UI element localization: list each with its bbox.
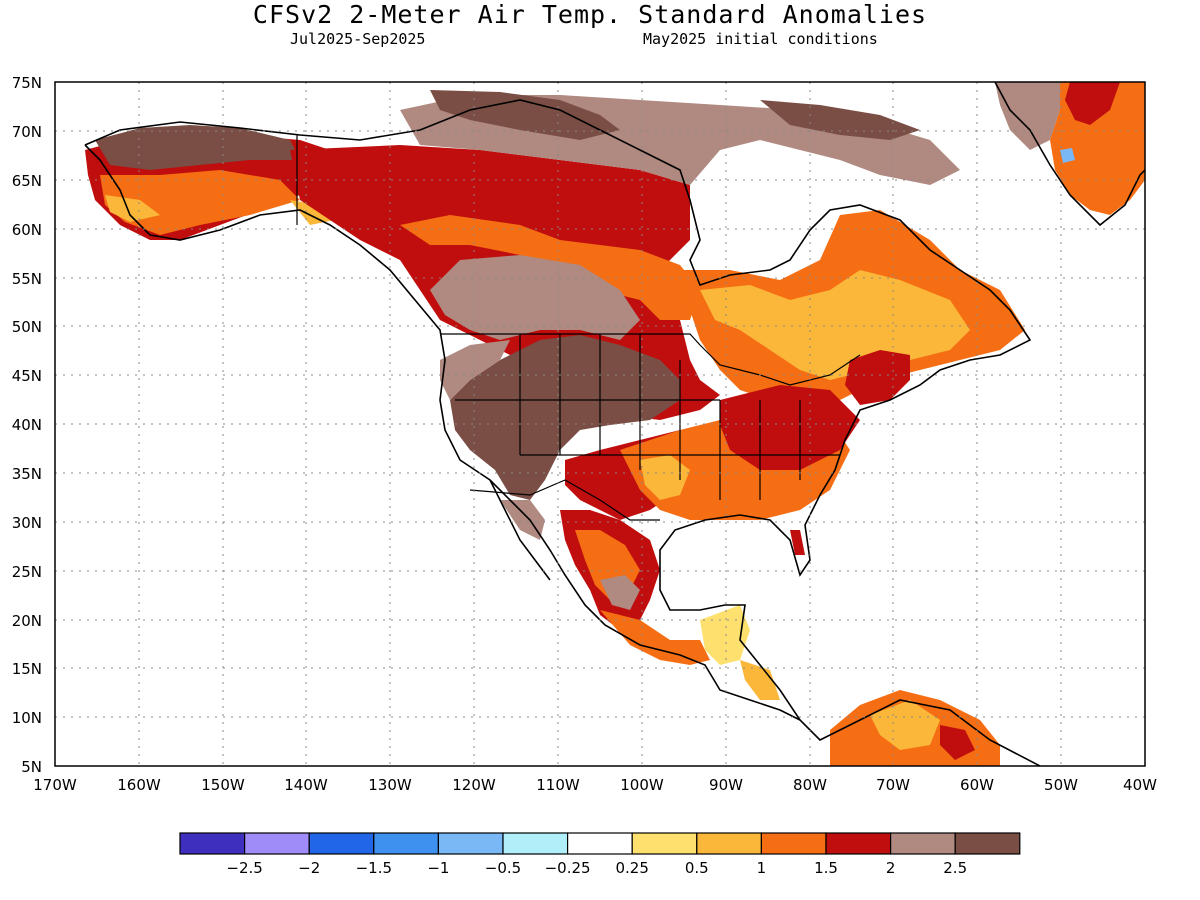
field-greenland-red bbox=[1065, 82, 1120, 125]
field-arctic-darkbrown bbox=[430, 90, 620, 140]
lat-label: 5N bbox=[21, 758, 42, 776]
colorbar-swatch bbox=[889, 832, 956, 855]
lat-label: 25N bbox=[12, 563, 42, 581]
lon-label: 130W bbox=[368, 776, 412, 794]
field-samerica-red bbox=[940, 725, 975, 760]
lon-label: 100W bbox=[620, 776, 664, 794]
lon-label: 40W bbox=[1123, 776, 1157, 794]
lat-label: 20N bbox=[12, 612, 42, 630]
lat-label: 35N bbox=[12, 465, 42, 483]
lat-label: 60N bbox=[12, 221, 42, 239]
colorbar-label: −0.25 bbox=[545, 859, 591, 877]
lon-label: 80W bbox=[793, 776, 827, 794]
lat-label: 55N bbox=[12, 270, 42, 288]
colorbar-label: −2 bbox=[298, 859, 320, 877]
lat-label: 15N bbox=[12, 660, 42, 678]
field-quebec-yellow bbox=[700, 270, 970, 380]
field-texas-yellow bbox=[640, 455, 690, 500]
colorbar-swatch bbox=[179, 832, 246, 855]
latitude-labels: 75N 70N 65N 60N 55N 50N 45N 40N 35N 30N … bbox=[12, 74, 42, 776]
lon-label: 60W bbox=[960, 776, 994, 794]
lon-label: 150W bbox=[201, 776, 245, 794]
colorbar-swatch bbox=[631, 832, 698, 855]
field-canada-brown-mid bbox=[430, 255, 640, 340]
field-greenland-blue bbox=[1060, 148, 1075, 163]
lon-label: 160W bbox=[117, 776, 161, 794]
field-west-darkbrown bbox=[450, 335, 680, 500]
colorbar-swatch bbox=[825, 832, 892, 855]
field-west-lightbrown bbox=[440, 340, 510, 400]
colorbar: −2.5 −2 −1.5 −1 −0.5 −0.25 0.25 0.5 1 1.5 2 2.5 bbox=[179, 832, 1021, 877]
colorbar-label: 1.5 bbox=[814, 859, 838, 877]
map-title: CFSv2 2-Meter Air Temp. Standard Anomali… bbox=[252, 0, 928, 29]
border-us-canada bbox=[440, 333, 861, 386]
lat-label: 50N bbox=[12, 318, 42, 336]
anomaly-fields bbox=[85, 82, 1145, 766]
lat-label: 40N bbox=[12, 416, 42, 434]
lon-label: 140W bbox=[284, 776, 328, 794]
lat-label: 65N bbox=[12, 172, 42, 190]
valid-period: Jul2025-Sep2025 bbox=[290, 30, 426, 48]
colorbar-label: 2.5 bbox=[943, 859, 967, 877]
lat-label: 45N bbox=[12, 367, 42, 385]
field-alaska-brown bbox=[95, 125, 300, 170]
field-central-america-orange bbox=[740, 660, 780, 700]
coastline-pacific bbox=[84, 144, 801, 721]
map-frame bbox=[54, 81, 1146, 767]
colorbar-label: −1 bbox=[427, 859, 449, 877]
colorbar-label: 0.5 bbox=[685, 859, 709, 877]
border-us-mexico bbox=[469, 479, 660, 521]
coastlines bbox=[84, 82, 1145, 766]
field-greenland-brown bbox=[995, 82, 1060, 150]
colorbar-swatch bbox=[954, 832, 1021, 855]
colorbar-swatch bbox=[437, 832, 504, 855]
field-southeast-red bbox=[720, 385, 860, 470]
colorbar-swatch bbox=[502, 832, 569, 855]
field-canada-orange bbox=[400, 215, 700, 320]
colorbar-swatch bbox=[696, 832, 762, 855]
lon-label: 90W bbox=[709, 776, 743, 794]
longitude-labels: 170W 160W 150W 140W 130W 120W 110W 100W … bbox=[33, 776, 1157, 794]
lat-label: 70N bbox=[12, 123, 42, 141]
colorbar-label: 2 bbox=[886, 859, 896, 877]
lon-label: 70W bbox=[876, 776, 910, 794]
lon-label: 170W bbox=[33, 776, 77, 794]
colorbar-label: −2.5 bbox=[226, 859, 262, 877]
field-west-lightbrown-2 bbox=[500, 500, 545, 540]
field-mexico-south-orange bbox=[600, 610, 710, 665]
initial-conditions: May2025 initial conditions bbox=[643, 30, 878, 48]
colorbar-swatch bbox=[308, 832, 375, 855]
field-florida-red bbox=[790, 530, 805, 555]
field-alaska-yellow-2 bbox=[290, 200, 335, 225]
lon-label: 110W bbox=[536, 776, 580, 794]
field-samerica-yellow bbox=[870, 700, 940, 750]
field-mexico-brown bbox=[600, 575, 640, 610]
graticule bbox=[55, 82, 1145, 766]
field-arctic-darkbrown-2 bbox=[760, 100, 920, 140]
colorbar-swatch bbox=[566, 832, 633, 855]
field-alaska-yellow bbox=[105, 195, 160, 222]
lat-label: 30N bbox=[12, 514, 42, 532]
colorbar-label: 0.25 bbox=[615, 859, 648, 877]
field-alaska-orange bbox=[100, 170, 300, 235]
lon-label: 120W bbox=[452, 776, 496, 794]
field-northeast-red bbox=[845, 350, 910, 405]
colorbar-swatch bbox=[760, 832, 827, 855]
lat-label: 10N bbox=[12, 709, 42, 727]
colorbar-label: 1 bbox=[757, 859, 767, 877]
lat-label: 75N bbox=[12, 74, 42, 92]
colorbar-label: −0.5 bbox=[485, 859, 521, 877]
colorbar-swatch bbox=[373, 832, 439, 855]
coastline-north-america bbox=[84, 99, 1041, 766]
colorbar-swatch bbox=[244, 832, 310, 855]
coastline-greenland bbox=[994, 82, 1145, 227]
coastline-baja bbox=[489, 479, 551, 581]
colorbar-label: −1.5 bbox=[356, 859, 392, 877]
border-us-states-grid bbox=[455, 334, 840, 500]
lon-label: 50W bbox=[1044, 776, 1078, 794]
